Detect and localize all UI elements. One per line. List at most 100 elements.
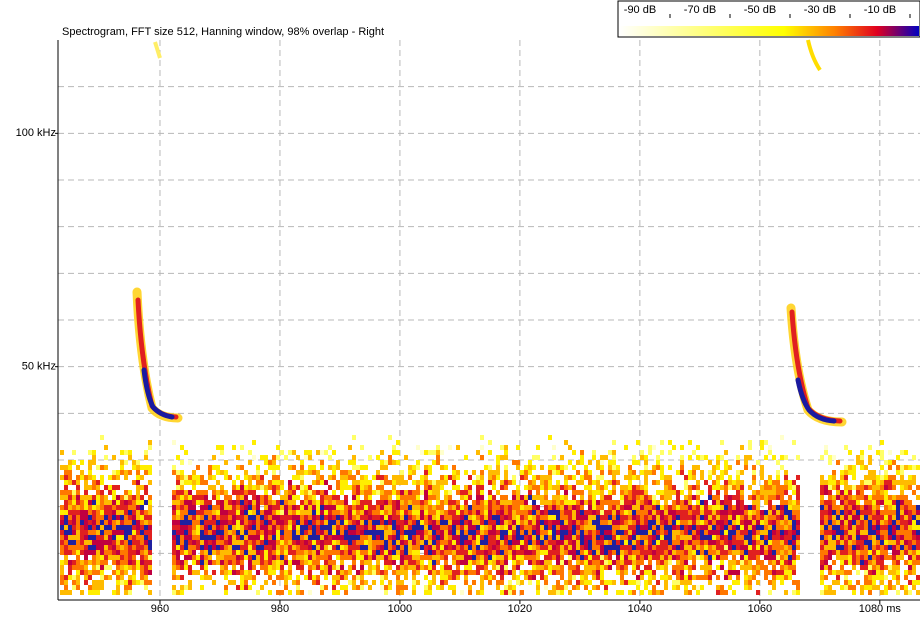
texture-cell [484, 465, 488, 470]
texture-cell [648, 510, 652, 515]
texture-cell [236, 455, 240, 460]
texture-cell [148, 540, 152, 545]
texture-cell [464, 520, 468, 525]
texture-cell [272, 555, 276, 560]
texture-cell [380, 450, 384, 455]
texture-cell [108, 520, 112, 525]
texture-cell [132, 560, 136, 565]
texture-cell [124, 525, 128, 530]
texture-cell [576, 570, 580, 575]
texture-cell [300, 460, 304, 465]
texture-cell [688, 575, 692, 580]
texture-cell [228, 555, 232, 560]
texture-cell [132, 540, 136, 545]
texture-cell [276, 445, 280, 450]
texture-cell [128, 525, 132, 530]
texture-cell [104, 525, 108, 530]
texture-cell [240, 585, 244, 590]
texture-cell [260, 540, 264, 545]
texture-cell [448, 505, 452, 510]
texture-cell [456, 550, 460, 555]
texture-cell [216, 555, 220, 560]
texture-cell [424, 540, 428, 545]
texture-cell [576, 550, 580, 555]
texture-cell [716, 545, 720, 550]
texture-cell [68, 540, 72, 545]
texture-cell [828, 565, 832, 570]
texture-cell [656, 490, 660, 495]
texture-cell [72, 535, 76, 540]
texture-cell [728, 570, 732, 575]
texture-cell [592, 535, 596, 540]
texture-cell [472, 520, 476, 525]
texture-cell [180, 490, 184, 495]
texture-cell [752, 535, 756, 540]
texture-cell [604, 510, 608, 515]
texture-cell [764, 495, 768, 500]
texture-cell [100, 495, 104, 500]
texture-cell [652, 515, 656, 520]
texture-cell [180, 540, 184, 545]
texture-cell [288, 485, 292, 490]
texture-cell [460, 540, 464, 545]
texture-cell [872, 535, 876, 540]
texture-cell [576, 540, 580, 545]
texture-cell [124, 550, 128, 555]
texture-cell [336, 530, 340, 535]
texture-cell [508, 580, 512, 585]
texture-cell [892, 515, 896, 520]
texture-cell [180, 525, 184, 530]
texture-cell [260, 565, 264, 570]
texture-cell [788, 545, 792, 550]
texture-cell [580, 455, 584, 460]
texture-cell [304, 550, 308, 555]
texture-cell [420, 530, 424, 535]
texture-cell [388, 460, 392, 465]
texture-cell [608, 545, 612, 550]
texture-cell [692, 535, 696, 540]
texture-cell [572, 575, 576, 580]
texture-cell [456, 570, 460, 575]
texture-cell [648, 445, 652, 450]
texture-cell [680, 465, 684, 470]
texture-cell [736, 570, 740, 575]
texture-cell [300, 485, 304, 490]
texture-cell [140, 465, 144, 470]
texture-cell [368, 455, 372, 460]
texture-cell [336, 575, 340, 580]
texture-cell [736, 560, 740, 565]
texture-cell [384, 525, 388, 530]
texture-cell [760, 445, 764, 450]
texture-cell [560, 465, 564, 470]
texture-cell [880, 480, 884, 485]
texture-cell [304, 535, 308, 540]
texture-cell [832, 455, 836, 460]
texture-cell [440, 555, 444, 560]
texture-cell [388, 495, 392, 500]
texture-cell [188, 505, 192, 510]
texture-cell [780, 490, 784, 495]
texture-cell [676, 525, 680, 530]
texture-cell [536, 505, 540, 510]
texture-cell [344, 550, 348, 555]
texture-cell [232, 540, 236, 545]
texture-cell [748, 575, 752, 580]
texture-cell [752, 465, 756, 470]
texture-cell [228, 580, 232, 585]
texture-cell [376, 490, 380, 495]
texture-cell [712, 545, 716, 550]
texture-cell [892, 475, 896, 480]
texture-cell [284, 505, 288, 510]
texture-cell [220, 540, 224, 545]
texture-cell [584, 475, 588, 480]
texture-cell [444, 480, 448, 485]
texture-cell [92, 560, 96, 565]
texture-cell [404, 530, 408, 535]
texture-cell [292, 505, 296, 510]
texture-cell [892, 570, 896, 575]
texture-cell [820, 480, 824, 485]
texture-cell [776, 520, 780, 525]
texture-cell [696, 510, 700, 515]
texture-cell [648, 495, 652, 500]
texture-cell [604, 560, 608, 565]
